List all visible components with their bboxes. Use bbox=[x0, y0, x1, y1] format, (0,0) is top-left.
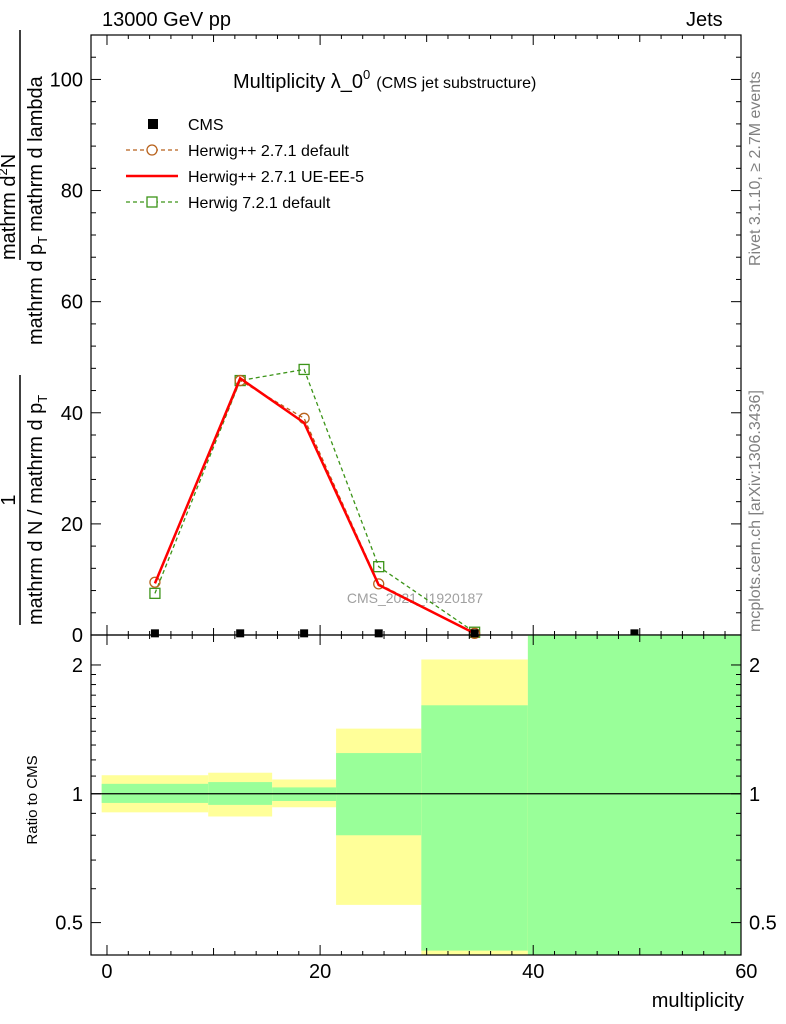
legend-entry: CMS bbox=[148, 117, 224, 134]
legend-marker-cms bbox=[148, 119, 158, 129]
ylabel-numerator-one: 1 bbox=[0, 494, 20, 505]
chart-title: Multiplicity λ_00 (CMS jet substructure) bbox=[233, 67, 536, 93]
chart-title-sub: (CMS jet substructure) bbox=[376, 75, 536, 92]
series-line-herwig-2-7-1-ue-ee-5 bbox=[153, 376, 476, 635]
main-y-tick-label: 20 bbox=[61, 514, 83, 536]
series-point-herwig-7-2-1-default bbox=[298, 363, 310, 376]
legend: CMS Herwig++ 2.7.1 default Herwig++ 2.7.1 … bbox=[126, 117, 364, 212]
ratio-panel: 0 20 40 60 0.5 0.5 1 1 2 2 Ratio to CMS multiplic… bbox=[24, 35, 777, 1012]
ratio-y-tick-label-right: 2 bbox=[749, 655, 760, 677]
main-y-tick-label: 40 bbox=[61, 403, 83, 425]
ratio-y-tick-label: 1 bbox=[72, 784, 83, 806]
ratio-y-tick-label: 0.5 bbox=[55, 913, 83, 935]
series-point-herwig-2-7-1-default bbox=[373, 578, 385, 590]
main-panel: CMS_2021_I1920187 0 20 40 60 80 100 Multiplic… bbox=[0, 30, 742, 647]
main-y-axis-label: 1 mathrm d N / mathrm d pT mathrm d2N ma… bbox=[0, 30, 50, 625]
x-tick-label: 60 bbox=[735, 961, 757, 983]
series-point-herwig-7-2-1-default bbox=[149, 587, 161, 599]
x-axis-label: multiplicity bbox=[652, 990, 744, 1012]
series-point-herwig-7-2-1-default bbox=[373, 561, 385, 573]
ylabel-numerator-2: mathrm d2N bbox=[0, 154, 20, 260]
x-tick-label: 40 bbox=[522, 961, 544, 983]
main-y-tick-label: 80 bbox=[61, 181, 83, 203]
energy-label: 13000 GeV pp bbox=[102, 9, 231, 31]
main-y-tick-label: 0 bbox=[72, 625, 83, 647]
series-point-herwig-2-7-1-default bbox=[149, 576, 161, 588]
legend-marker-square bbox=[146, 196, 158, 208]
x-tick-label: 20 bbox=[309, 961, 331, 983]
main-y-tick-label: 100 bbox=[50, 69, 83, 91]
legend-marker-circle bbox=[146, 144, 158, 156]
chart-title-main: Multiplicity λ_0 bbox=[233, 71, 363, 93]
cms-data-point bbox=[150, 629, 159, 638]
ylabel-denominator-2: mathrm d pTmathrm d lambda bbox=[25, 75, 50, 345]
ratio-band-green bbox=[421, 705, 528, 951]
legend-entry: Herwig++ 2.7.1 UE-EE-5 bbox=[126, 169, 364, 186]
ratio-y-tick-label: 2 bbox=[72, 655, 83, 677]
cms-data-point bbox=[630, 629, 639, 638]
ratio-y-tick-label-right: 1 bbox=[749, 784, 760, 806]
chart-title-sup: 0 bbox=[363, 67, 370, 82]
cms-data-point bbox=[300, 629, 309, 638]
ratio-y-tick-label-right: 0.5 bbox=[749, 913, 777, 935]
cms-data-point bbox=[470, 629, 479, 638]
legend-label: CMS bbox=[188, 117, 224, 134]
legend-entry: Herwig++ 2.7.1 default bbox=[126, 143, 350, 160]
cms-data-point bbox=[374, 629, 383, 638]
legend-label: Herwig 7.2.1 default bbox=[188, 195, 331, 212]
ratio-frame bbox=[90, 634, 742, 956]
series-line-herwig-7-2-1-default bbox=[154, 368, 475, 633]
x-tick-label: 0 bbox=[101, 961, 112, 983]
ylabel-denominator: mathrm d N / mathrm d pT bbox=[25, 395, 50, 625]
legend-label: Herwig++ 2.7.1 default bbox=[188, 143, 350, 160]
watermark: CMS_2021_I1920187 bbox=[347, 590, 483, 606]
ratio-y-axis-label: Ratio to CMS bbox=[24, 755, 41, 844]
legend-entry: Herwig 7.2.1 default bbox=[126, 195, 331, 212]
legend-label: Herwig++ 2.7.1 UE-EE-5 bbox=[188, 169, 364, 186]
main-y-tick-label: 60 bbox=[61, 292, 83, 314]
category-label: Jets bbox=[686, 9, 723, 31]
cms-data-point bbox=[236, 629, 245, 638]
ratio-band-green bbox=[527, 635, 741, 955]
